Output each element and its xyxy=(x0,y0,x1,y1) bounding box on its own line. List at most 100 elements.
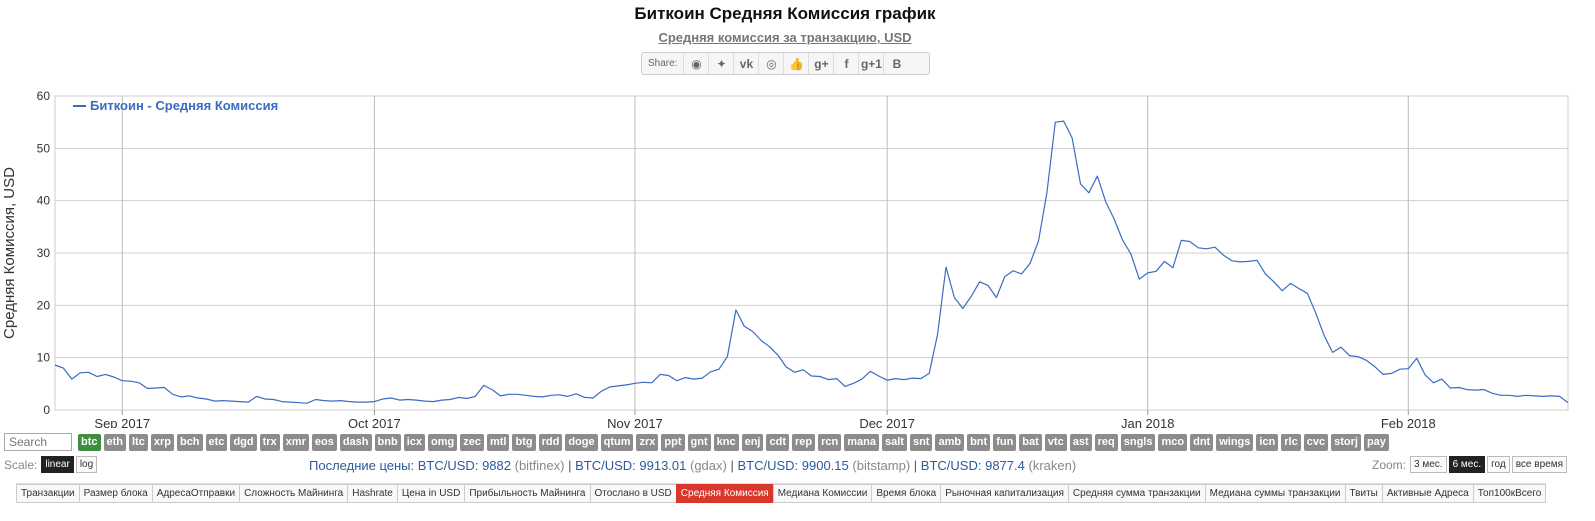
coin-icx[interactable]: icx xyxy=(403,433,425,451)
coin-trx[interactable]: trx xyxy=(259,433,280,451)
metric-tab[interactable]: Транзакции xyxy=(16,484,79,503)
metric-tab[interactable]: Средняя Комиссия xyxy=(675,484,773,503)
metric-tab[interactable]: Прибыльность Майнинга xyxy=(464,484,590,503)
coin-dnt[interactable]: dnt xyxy=(1190,433,1214,451)
coin-ast[interactable]: ast xyxy=(1069,433,1092,451)
coin-rcn[interactable]: rcn xyxy=(818,433,842,451)
coin-bat[interactable]: bat xyxy=(1019,433,1042,451)
coin-salt[interactable]: salt xyxy=(881,433,907,451)
coin-dgd[interactable]: dgd xyxy=(230,433,257,451)
coin-mco[interactable]: mco xyxy=(1158,433,1188,451)
metric-tab[interactable]: Медиана суммы транзакции xyxy=(1204,484,1345,503)
coin-fun[interactable]: fun xyxy=(993,433,1017,451)
price-source: (bitfinex) xyxy=(514,458,565,473)
metric-tab[interactable]: Цена in USD xyxy=(396,484,465,503)
x-tick-label: Oct 2017 xyxy=(348,416,401,428)
weibo-icon[interactable]: ◎ xyxy=(759,53,785,74)
coin-xmr[interactable]: xmr xyxy=(282,433,309,451)
metric-tab[interactable]: Средняя сумма транзакции xyxy=(1067,484,1205,503)
coin-snt[interactable]: snt xyxy=(909,433,933,451)
metric-tab[interactable]: Сложность Майнинга xyxy=(239,484,348,503)
coin-knc[interactable]: knc xyxy=(713,433,739,451)
coin-omg[interactable]: omg xyxy=(427,433,458,451)
search-input[interactable] xyxy=(4,433,72,451)
coin-cvc[interactable]: cvc xyxy=(1303,433,1329,451)
vk-icon[interactable]: vk xyxy=(734,53,760,74)
metric-tab[interactable]: Твиты xyxy=(1344,484,1382,503)
coin-pay[interactable]: pay xyxy=(1363,433,1389,451)
metric-tab[interactable]: Рыночная капитализация xyxy=(940,484,1068,503)
price-separator: | xyxy=(910,458,921,473)
coin-zrx[interactable]: zrx xyxy=(636,433,659,451)
y-tick-label: 40 xyxy=(37,194,51,208)
scale-log-button[interactable]: log xyxy=(75,456,98,473)
coin-btg[interactable]: btg xyxy=(512,433,536,451)
coin-enj[interactable]: enj xyxy=(741,433,764,451)
coin-cdt[interactable]: cdt xyxy=(766,433,789,451)
zoom-option-button[interactable]: 3 мес. xyxy=(1410,456,1447,473)
zoom-option-button[interactable]: все время xyxy=(1511,456,1567,473)
scale-linear-button[interactable]: linear xyxy=(41,456,74,473)
coin-gnt[interactable]: gnt xyxy=(687,433,711,451)
scale-label: Scale: xyxy=(4,457,38,472)
coin-qtum[interactable]: qtum xyxy=(600,433,634,451)
zoom-option-button[interactable]: 6 мес. xyxy=(1448,456,1486,473)
coin-bnb[interactable]: bnb xyxy=(374,433,401,451)
google-plus-icon[interactable]: g+ xyxy=(809,53,835,74)
coin-wings[interactable]: wings xyxy=(1216,433,1254,451)
metric-tab[interactable]: Медиана Комиссии xyxy=(772,484,872,503)
coin-xrp[interactable]: xrp xyxy=(150,433,174,451)
coin-amb[interactable]: amb xyxy=(935,433,965,451)
zoom-option-button[interactable]: год xyxy=(1487,456,1510,473)
coin-req[interactable]: req xyxy=(1094,433,1118,451)
metric-tab[interactable]: Размер блока xyxy=(78,484,152,503)
latest-prices: Последние цены: BTC/USD: 9882 (bitfinex)… xyxy=(309,458,1076,473)
metric-tab[interactable]: АдресаОтправки xyxy=(151,484,240,503)
google-plus-one-icon[interactable]: g+1 xyxy=(859,53,885,74)
coin-list: btc eth ltc xrp bch etc dgd trx xmr eos dash bnb icx… xyxy=(78,433,1392,451)
metric-tab[interactable]: Отослано в USD xyxy=(589,484,676,503)
y-tick-label: 0 xyxy=(43,403,50,417)
price-value: 9900.15 xyxy=(801,458,849,473)
facebook-icon[interactable]: f xyxy=(834,53,860,74)
coin-rlc[interactable]: rlc xyxy=(1281,433,1301,451)
coin-eth[interactable]: eth xyxy=(103,433,126,451)
metric-tab[interactable]: Hashrate xyxy=(347,484,397,503)
price-separator: | xyxy=(564,458,576,473)
coin-vtc[interactable]: vtc xyxy=(1044,433,1067,451)
like-icon[interactable]: 👍 xyxy=(784,53,810,74)
reddit-icon[interactable]: ◉ xyxy=(684,53,710,74)
blogger-icon[interactable]: B xyxy=(892,56,902,71)
coin-rep[interactable]: rep xyxy=(791,433,816,451)
zoom-label: Zoom: xyxy=(1371,457,1406,472)
coin-doge[interactable]: doge xyxy=(565,433,598,451)
coin-sngls[interactable]: sngls xyxy=(1120,433,1156,451)
metric-tab[interactable]: Топ100кВсего xyxy=(1472,484,1547,503)
coin-btc[interactable]: btc xyxy=(78,433,101,451)
coin-dash[interactable]: dash xyxy=(339,433,372,451)
coin-bnt[interactable]: bnt xyxy=(967,433,991,451)
prices-prefix: Последние цены: xyxy=(309,458,415,473)
metric-tab[interactable]: Активные Адреса xyxy=(1381,484,1473,503)
price-value: 9882 xyxy=(482,458,511,473)
coin-ltc[interactable]: ltc xyxy=(129,433,148,451)
coin-rdd[interactable]: rdd xyxy=(538,433,563,451)
coin-storj[interactable]: storj xyxy=(1331,433,1361,451)
twitter-icon[interactable]: ✦ xyxy=(709,53,735,74)
coin-bch[interactable]: bch xyxy=(176,433,203,451)
coin-etc[interactable]: etc xyxy=(205,433,228,451)
coin-eos[interactable]: eos xyxy=(311,433,337,451)
metric-tabs: Транзакции Размер блока АдресаОтправки Слож… xyxy=(16,483,1547,503)
chart-subtitle[interactable]: Средняя комиссия за транзакцию, USD xyxy=(658,30,912,45)
coin-ppt[interactable]: ppt xyxy=(661,433,685,451)
price-separator: | xyxy=(726,458,738,473)
price-source: (bitstamp) xyxy=(852,458,911,473)
coin-icn[interactable]: icn xyxy=(1256,433,1279,451)
chart-title: Биткоин Средняя Комиссия график xyxy=(634,4,936,23)
legend-entry[interactable]: Биткоин - Средняя Комиссия xyxy=(90,98,278,113)
coin-zec[interactable]: zec xyxy=(460,433,484,451)
metric-tab[interactable]: Время блока xyxy=(871,484,941,503)
coin-mtl[interactable]: mtl xyxy=(486,433,510,451)
y-axis-label: Средняя Комиссия, USD xyxy=(1,167,18,339)
coin-mana[interactable]: mana xyxy=(844,433,879,451)
